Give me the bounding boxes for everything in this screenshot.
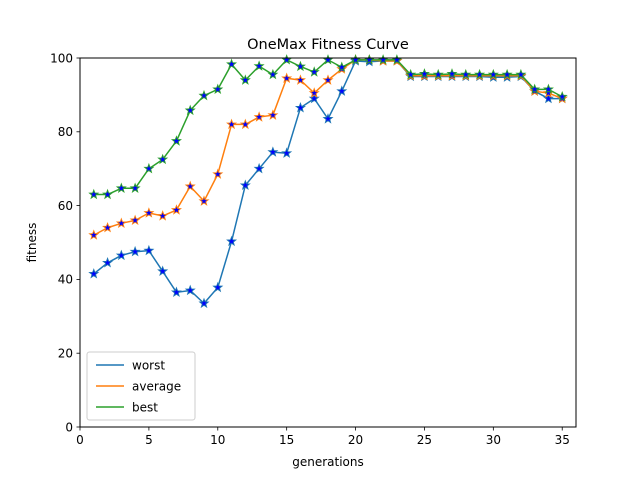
data-point-best-22 (377, 54, 389, 65)
data-point-average-16 (294, 74, 306, 85)
series-worst (88, 55, 568, 309)
data-point-best-29 (474, 68, 486, 80)
plot-area (88, 54, 568, 309)
y-tick-label: 100 (50, 51, 73, 65)
data-point-best-12 (239, 74, 251, 85)
series-line-worst (93, 60, 563, 305)
legend: worst average best (86, 351, 196, 421)
data-point-worst-10 (212, 281, 224, 293)
data-point-best-35 (556, 90, 568, 102)
data-point-worst-16 (294, 102, 306, 113)
y-tick-label: 80 (58, 125, 73, 139)
data-point-worst-7 (170, 286, 182, 298)
data-point-best-32 (515, 68, 527, 80)
data-point-average-6 (157, 210, 169, 221)
data-point-average-18 (322, 74, 334, 85)
legend-box (86, 351, 196, 421)
legend-label-worst: worst (132, 358, 165, 372)
data-point-average-2 (102, 221, 114, 233)
data-point-best-24 (405, 68, 417, 80)
data-point-worst-2 (102, 257, 114, 268)
legend-label-average: average (132, 379, 181, 393)
x-tick-label: 30 (486, 433, 501, 447)
y-tick-label: 60 (58, 199, 73, 213)
x-axis: 0 5 10 15 20 25 30 35 (76, 427, 570, 447)
data-point-average-10 (212, 168, 224, 179)
data-point-best-34 (542, 83, 554, 95)
data-point-best-11 (226, 58, 238, 69)
data-point-best-3 (115, 182, 127, 193)
data-point-worst-9 (198, 297, 210, 309)
data-point-best-19 (336, 61, 348, 72)
x-tick-label: 25 (417, 433, 432, 447)
data-point-average-11 (226, 118, 238, 130)
data-point-best-27 (446, 68, 458, 79)
data-point-worst-1 (88, 268, 100, 279)
data-point-worst-5 (143, 244, 155, 256)
data-point-worst-4 (129, 245, 141, 257)
data-point-best-1 (88, 188, 100, 200)
data-point-worst-13 (253, 162, 265, 174)
y-axis: 0 20 40 60 80 100 (50, 51, 80, 434)
data-point-worst-19 (336, 85, 348, 96)
data-point-average-7 (170, 204, 182, 215)
chart-title: OneMax Fitness Curve (247, 37, 409, 53)
data-point-worst-14 (267, 146, 279, 157)
x-axis-label: generations (292, 455, 364, 469)
y-tick-label: 0 (65, 420, 73, 434)
x-tick-label: 35 (555, 433, 570, 447)
data-point-best-33 (529, 83, 541, 95)
data-point-best-30 (487, 68, 499, 80)
y-tick-label: 40 (58, 273, 73, 287)
data-point-average-14 (267, 109, 279, 120)
data-point-best-9 (198, 89, 210, 101)
data-point-best-14 (267, 68, 279, 80)
data-point-average-9 (198, 195, 210, 206)
data-point-worst-12 (239, 179, 251, 190)
data-point-best-4 (129, 182, 141, 193)
series-line-average (93, 59, 563, 236)
data-point-best-10 (212, 83, 224, 95)
x-tick-label: 0 (76, 433, 84, 447)
series-average (88, 54, 568, 240)
data-point-worst-18 (322, 113, 334, 124)
data-point-worst-3 (115, 249, 127, 261)
y-axis-label: fitness (25, 223, 39, 263)
data-point-average-12 (239, 118, 251, 130)
data-point-best-5 (143, 162, 155, 174)
data-point-average-4 (129, 214, 141, 226)
y-tick-label: 20 (58, 347, 73, 361)
data-point-best-25 (418, 68, 430, 79)
x-tick-label: 15 (279, 433, 294, 447)
data-point-worst-6 (157, 265, 169, 276)
data-point-worst-8 (184, 284, 196, 296)
data-point-best-13 (253, 60, 265, 71)
data-point-best-8 (184, 104, 196, 116)
data-point-worst-15 (281, 147, 293, 158)
data-point-best-28 (460, 68, 472, 80)
data-point-average-5 (143, 207, 155, 218)
plot-frame (79, 57, 577, 428)
data-point-average-3 (115, 217, 127, 228)
data-point-best-6 (157, 153, 169, 165)
data-point-best-31 (501, 68, 513, 80)
data-point-average-1 (88, 229, 100, 240)
data-point-average-13 (253, 111, 265, 122)
data-point-best-26 (432, 68, 444, 80)
data-point-best-2 (102, 188, 114, 200)
legend-label-best: best (132, 400, 158, 414)
data-point-average-15 (281, 72, 293, 83)
data-point-best-7 (170, 135, 182, 146)
data-point-average-8 (184, 180, 196, 192)
data-point-average-17 (308, 87, 320, 98)
data-point-best-16 (294, 60, 306, 72)
x-tick-label: 10 (210, 433, 225, 447)
x-tick-label: 20 (348, 433, 363, 447)
data-point-best-17 (308, 66, 320, 77)
data-point-worst-11 (226, 235, 238, 247)
x-tick-label: 5 (145, 433, 153, 447)
